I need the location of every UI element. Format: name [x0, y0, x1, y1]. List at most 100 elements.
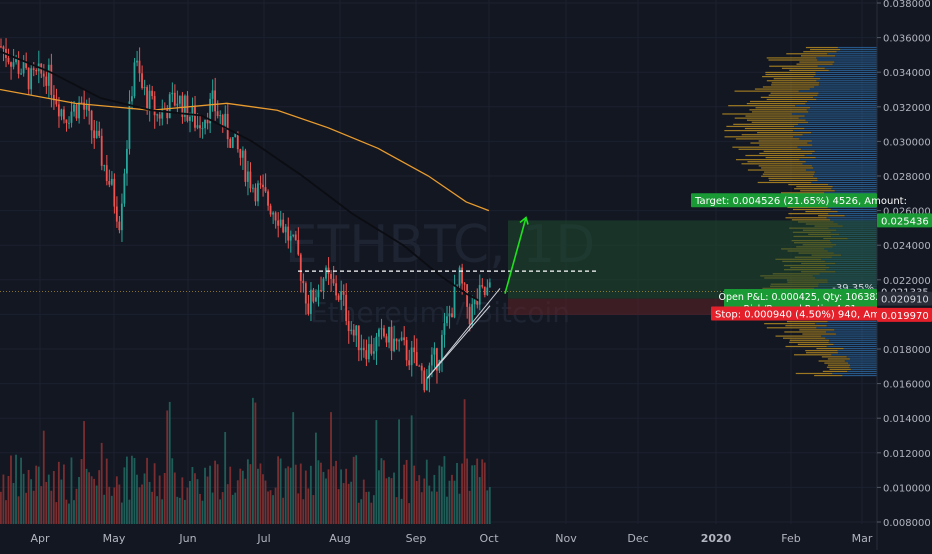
candle-body — [456, 285, 458, 287]
volume-bar — [375, 420, 378, 524]
profile-bar-yellow — [795, 372, 833, 375]
profile-bar-blue — [846, 356, 877, 358]
volume-bar — [385, 478, 388, 524]
profile-bar-blue — [837, 210, 877, 213]
volume-bar — [362, 479, 365, 524]
volume-bar — [176, 496, 179, 524]
volume-bar — [307, 488, 310, 524]
profile-bar-yellow — [800, 190, 835, 192]
candle-body — [335, 283, 337, 296]
profile-bar-blue — [804, 154, 877, 157]
candle-body — [375, 336, 378, 352]
candle-body — [151, 90, 153, 97]
profile-bar-blue — [832, 63, 877, 65]
candle-body — [214, 90, 216, 112]
volume-bar — [463, 399, 466, 524]
profile-bar-blue — [811, 140, 877, 142]
volume-bar — [410, 415, 413, 524]
profile-bar-yellow — [788, 183, 829, 186]
volume-bar — [304, 470, 307, 524]
candle-body — [168, 94, 171, 119]
volume-bar — [476, 458, 479, 524]
volume-bar — [2, 474, 5, 524]
profile-bar-blue — [827, 206, 877, 208]
volume-bar — [194, 473, 196, 524]
volume-bar — [312, 495, 315, 524]
profile-bar-yellow — [757, 181, 812, 184]
volume-bar — [262, 474, 264, 524]
price-axis[interactable]: 0.038000 0.036000 0.034000 0.032000 0.030000… — [876, 0, 931, 550]
candle-body — [337, 295, 340, 300]
volume-bar — [267, 491, 269, 524]
candle-body — [158, 114, 161, 119]
volume-bar — [287, 466, 290, 524]
target-price-text: 0.025436 — [881, 216, 929, 227]
volume-bar — [443, 456, 446, 524]
volume-bar — [219, 499, 222, 524]
profile-bar-blue — [813, 175, 877, 177]
candle-body — [398, 340, 400, 342]
profile-bar-blue — [832, 372, 877, 375]
time-tick-label: Sep — [406, 532, 427, 545]
volume-bar — [297, 493, 300, 524]
profile-bar-yellow — [724, 136, 794, 138]
profile-bar-yellow — [765, 71, 816, 74]
profile-bar-yellow — [724, 129, 794, 132]
profile-bar-blue — [844, 360, 877, 362]
profile-bar-yellow — [755, 107, 811, 109]
candle-body — [405, 340, 408, 361]
volume-bar — [65, 499, 68, 524]
volume-bar — [105, 458, 108, 524]
volume-bar — [214, 460, 216, 524]
profile-bar-yellow — [805, 352, 838, 354]
candle-body — [322, 278, 325, 292]
candle-body — [171, 92, 174, 95]
volume-bar — [143, 473, 146, 524]
candle-body — [269, 205, 272, 215]
profile-bar-yellow — [797, 343, 834, 346]
volume-bar — [146, 457, 148, 524]
candle-body — [390, 326, 393, 351]
time-tick-label: Nov — [555, 532, 577, 545]
profile-bar-yellow — [765, 73, 816, 76]
entry-price-tag — [877, 291, 932, 306]
profile-bar-yellow — [770, 92, 819, 94]
profile-bar-blue — [802, 163, 877, 165]
volume-bar — [178, 497, 181, 524]
volume-bar — [284, 468, 287, 524]
price-tick-label: 0.022000 — [883, 276, 931, 287]
profile-bar-blue — [830, 208, 877, 211]
volume-bar — [186, 487, 189, 524]
profile-bar-yellow — [826, 366, 850, 368]
profile-bar-blue — [831, 188, 877, 190]
time-axis[interactable]: Apr May Jun Jul Aug Sep Oct Nov Dec 2020 Feb Mar — [30, 532, 872, 545]
candle-body — [458, 267, 461, 286]
volume-bar — [423, 478, 426, 524]
volume-bar — [5, 500, 7, 524]
candle-body — [246, 171, 249, 182]
profile-bar-yellow — [786, 320, 828, 323]
candle-body — [461, 267, 463, 284]
forecast-arrow-head — [519, 216, 529, 225]
candle-body — [292, 234, 295, 237]
profile-bar-blue — [798, 90, 877, 92]
candle-body — [85, 105, 88, 110]
profile-bar-yellow — [762, 76, 814, 78]
candle-body — [282, 219, 285, 233]
candle-body — [466, 284, 468, 307]
price-labels: Target: 0.004526 (21.65%) 4526, Amount:0… — [691, 193, 932, 322]
volume-bar — [272, 495, 274, 524]
volume-bar — [418, 475, 421, 524]
profile-bar-blue — [849, 358, 877, 360]
profile-bar-yellow — [728, 105, 796, 107]
profile-bar-blue — [844, 215, 877, 217]
candles — [0, 38, 491, 393]
candle-body — [60, 109, 63, 117]
volume-bar — [400, 498, 403, 524]
candle-body — [367, 344, 370, 360]
volume-bar — [189, 480, 191, 524]
profile-bar-blue — [815, 73, 877, 76]
candle-body — [468, 306, 471, 325]
candle-body — [35, 70, 38, 72]
